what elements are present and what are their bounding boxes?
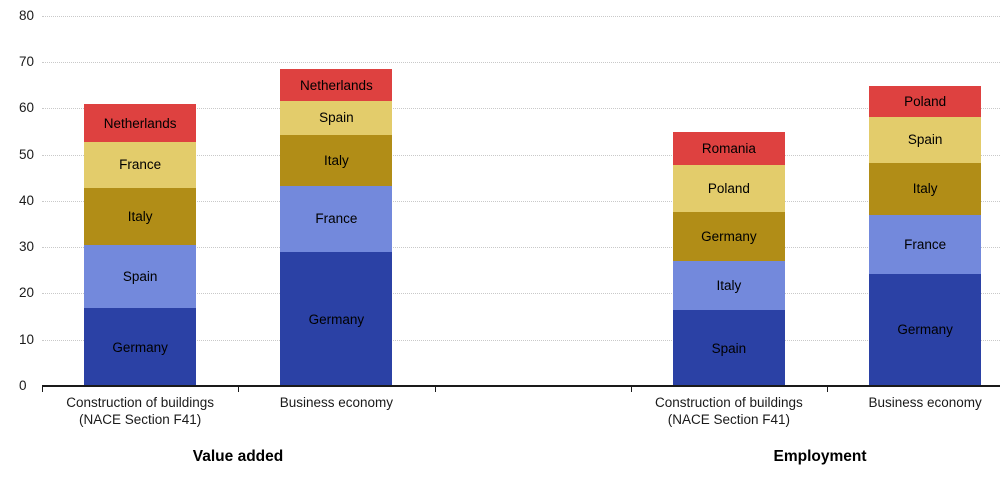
x-category-label: Business economy — [868, 395, 982, 410]
bar-segment-spain: Spain — [280, 101, 393, 135]
bar-segment-germany: Germany — [869, 273, 982, 386]
y-axis-tick-label: 20 — [19, 285, 35, 301]
bar-segment-label: France — [904, 237, 947, 253]
bar-segment-germany: Germany — [84, 308, 197, 386]
panel-title-value-added: Value added — [192, 448, 284, 465]
x-category-label: Construction of buildings (NACE Section F… — [66, 395, 215, 427]
bar-segment-label: Spain — [319, 110, 354, 126]
bar-segment-label: Spain — [711, 340, 747, 356]
bar-segment-label: Germany — [112, 339, 168, 355]
y-axis-tick-label: 40 — [19, 192, 35, 208]
gridline — [42, 247, 1000, 249]
gridline — [42, 61, 1000, 63]
x-axis-line — [42, 385, 1000, 387]
bar-segment-label: France — [119, 157, 162, 173]
bar-segment-label: Netherlands — [103, 115, 177, 131]
x-axis-tick — [827, 387, 828, 392]
x-axis-tick — [42, 387, 43, 392]
bar-segment-label: Italy — [127, 209, 153, 225]
bar-segment-italy: Italy — [869, 162, 982, 216]
bar-segment-spain: Spain — [84, 245, 197, 309]
bar-segment-italy: Italy — [280, 134, 393, 186]
bar-segment-label: Germany — [897, 322, 953, 338]
bar-segment-france: France — [869, 215, 982, 274]
bar-segment-label: Spain — [907, 132, 943, 148]
x-category-label: Business economy — [279, 395, 394, 410]
bar-segment-spain: Spain — [869, 116, 982, 163]
y-axis-tick-label: 80 — [19, 7, 35, 23]
y-axis-tick-label: 0 — [19, 378, 27, 393]
bar-segment-label: Germany — [701, 228, 757, 244]
bar-segment-label: Poland — [707, 181, 750, 197]
bar-segment-label: Italy — [716, 278, 742, 294]
bar-segment-spain: Spain — [672, 310, 785, 386]
bar-segment-label: Italy — [323, 152, 349, 168]
bar-segment-netherlands: Netherlands — [84, 104, 197, 142]
bar-segment-romania: Romania — [672, 132, 785, 166]
y-axis-tick-label: 10 — [19, 331, 35, 347]
bar-segment-france: France — [84, 141, 197, 188]
bar-segment-label: France — [315, 211, 358, 227]
bar-segment-netherlands: Netherlands — [280, 69, 393, 102]
bar-segment-label: Poland — [904, 93, 947, 109]
gridline — [42, 108, 1000, 110]
x-axis-tick — [238, 387, 240, 392]
x-axis-tick — [434, 387, 436, 392]
y-axis-tick-label: 30 — [19, 239, 35, 255]
bar-segment-germany: Germany — [672, 211, 785, 261]
gridline — [42, 339, 1000, 341]
gridline — [42, 15, 1000, 17]
y-axis-tick-label: 60 — [19, 100, 35, 116]
x-axis-tick — [630, 387, 632, 392]
gridline — [42, 154, 1000, 156]
panel-title-employment: Employment — [773, 448, 867, 465]
bar-segment-italy: Italy — [84, 187, 197, 246]
bar-segment-label: Germany — [308, 311, 365, 327]
bar-segment-label: Spain — [122, 269, 158, 285]
bar-segment-france: France — [280, 185, 393, 253]
y-axis-tick-label: 70 — [19, 53, 35, 69]
bar-segment-label: Italy — [912, 181, 938, 197]
bar-segment-italy: Italy — [672, 260, 785, 311]
gridline — [42, 200, 1000, 202]
bar-segment-label: Romania — [701, 141, 756, 157]
bar-segment-poland: Poland — [869, 85, 982, 117]
bar-segment-label: Netherlands — [299, 77, 373, 93]
gridline — [42, 293, 1000, 295]
y-axis-tick-label: 50 — [19, 146, 35, 162]
bar-segment-germany: Germany — [280, 252, 393, 386]
bar-segment-poland: Poland — [672, 165, 785, 212]
x-category-label: Construction of buildings (NACE Section F… — [654, 395, 803, 427]
